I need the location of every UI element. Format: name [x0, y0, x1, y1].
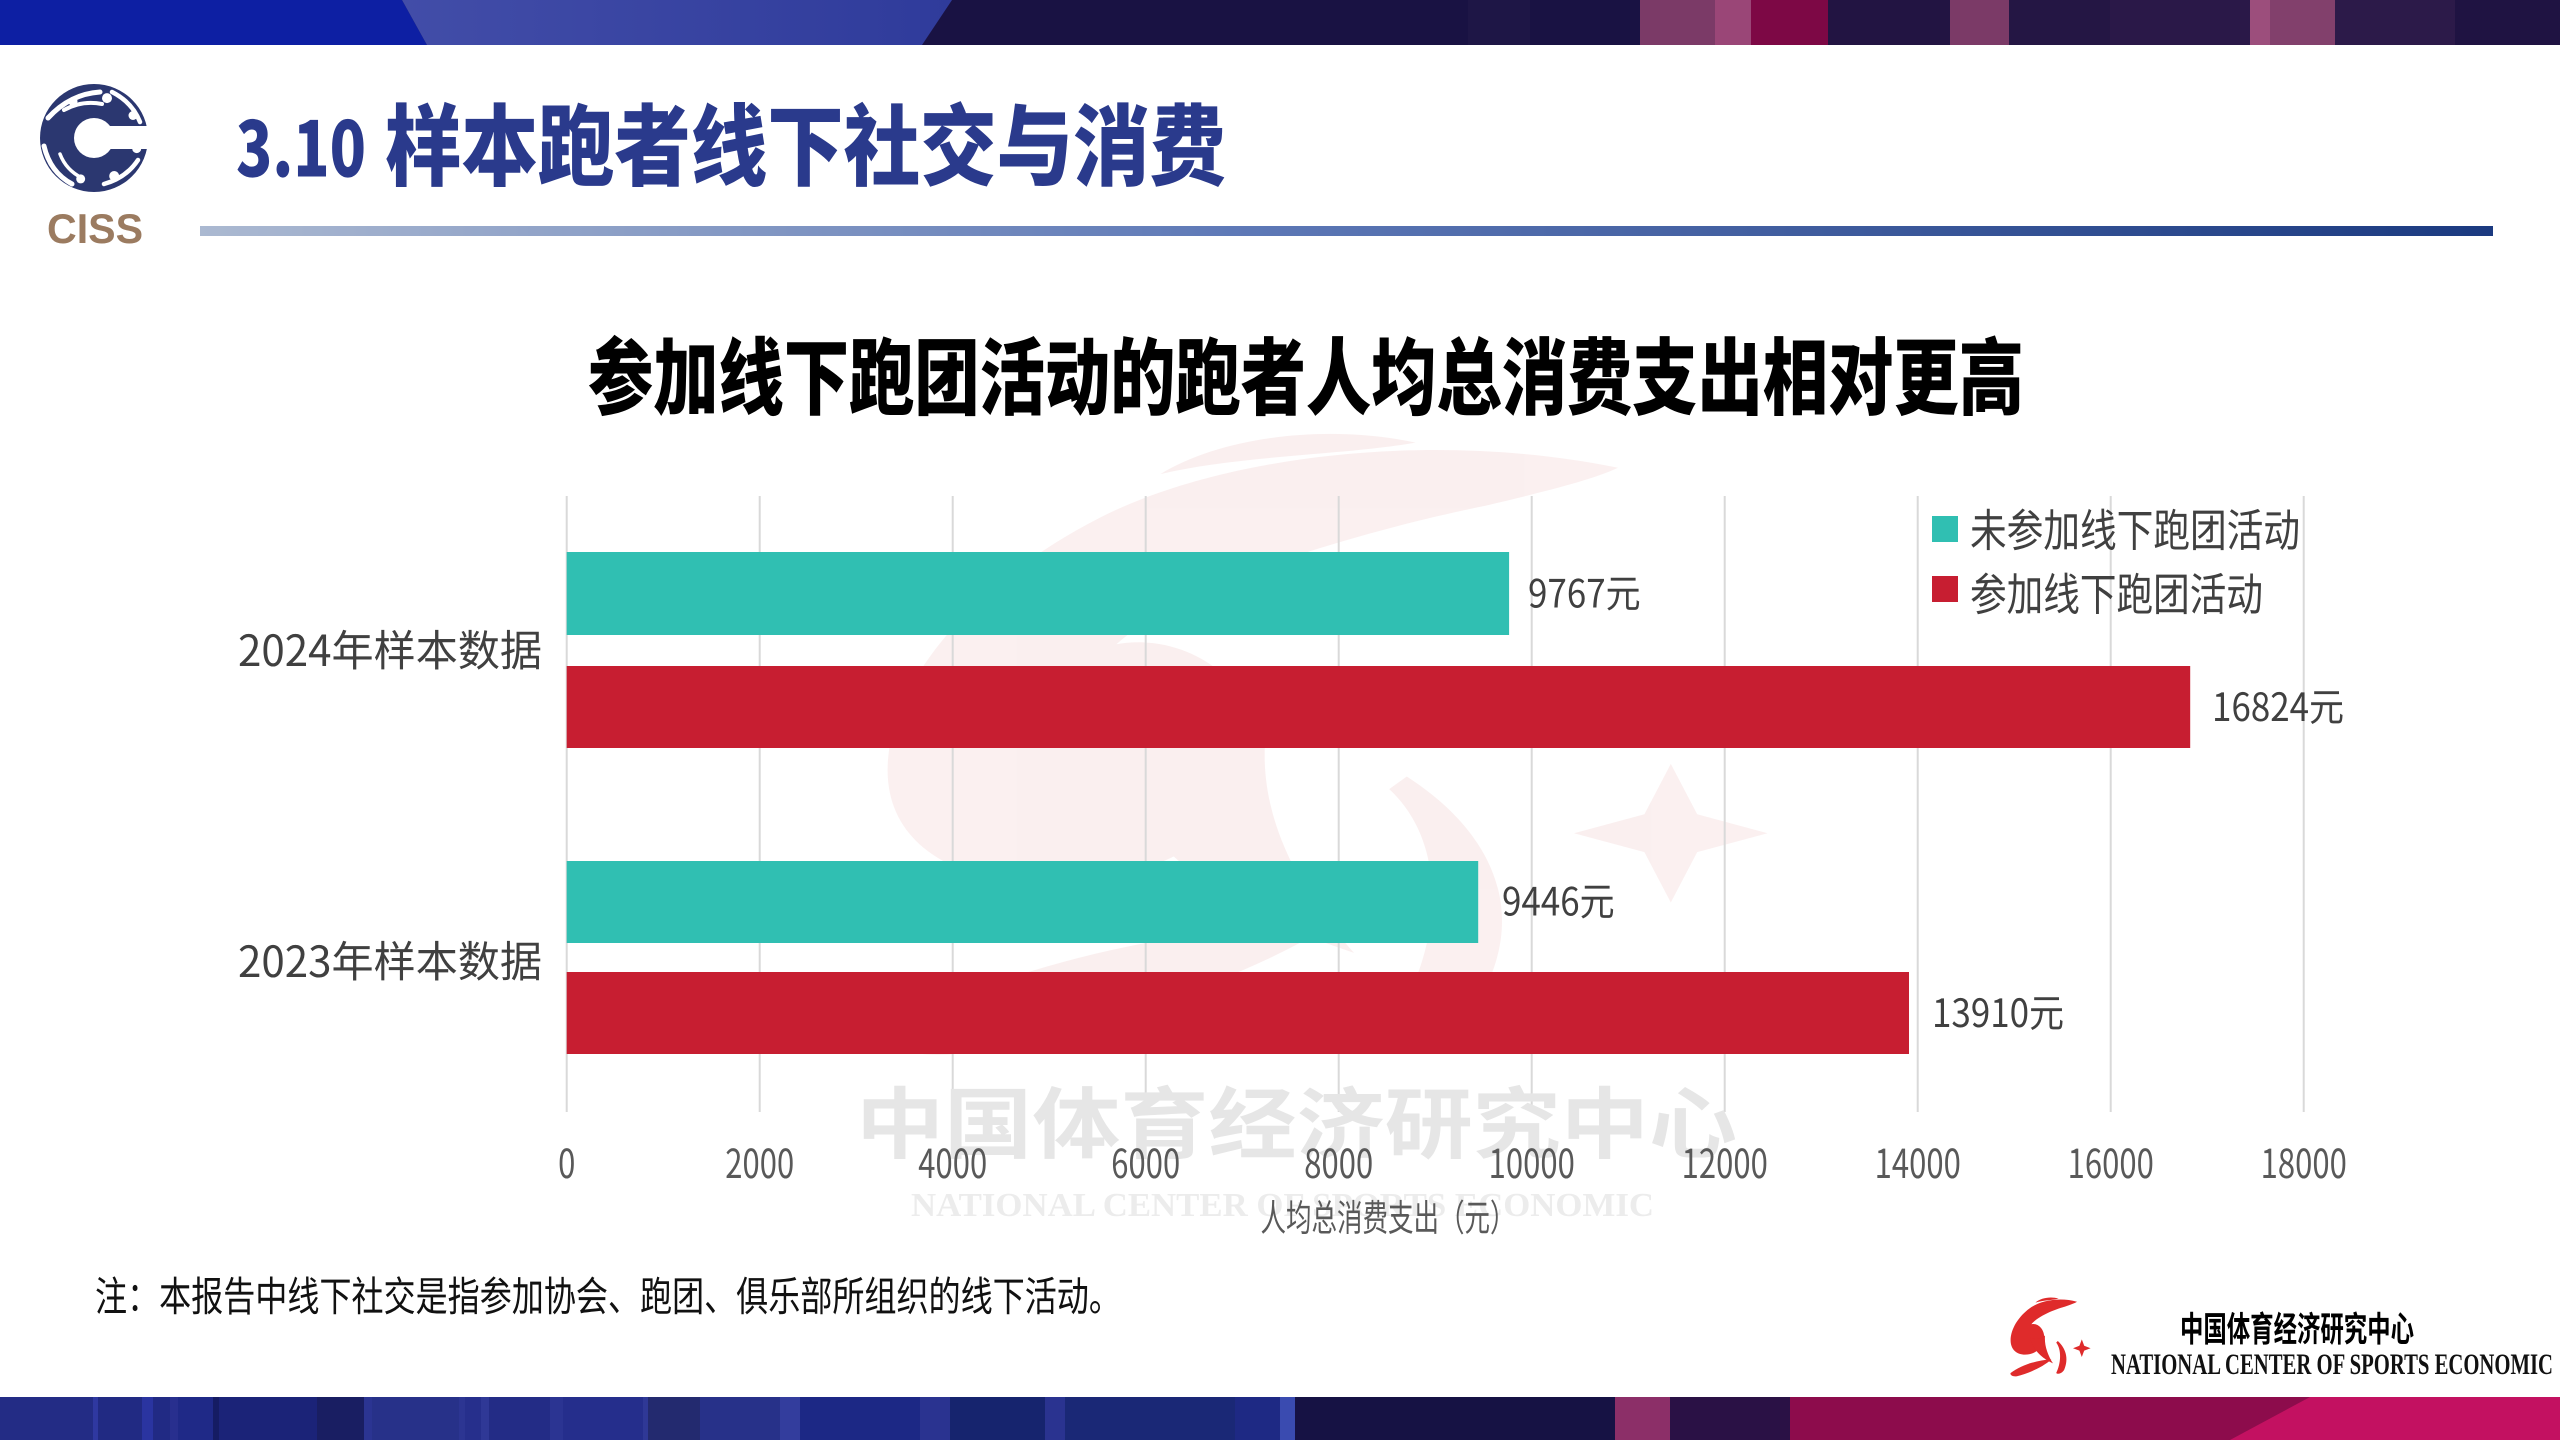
svg-text:NATIONAL CENTER OF SPORTS ECON: NATIONAL CENTER OF SPORTS ECONOMIC [2111, 1348, 2553, 1381]
svg-text:CISS: CISS [47, 205, 143, 252]
svg-text:NATIONAL CENTER OF SPORTS ECON: NATIONAL CENTER OF SPORTS ECONOMIC [911, 1187, 1654, 1224]
